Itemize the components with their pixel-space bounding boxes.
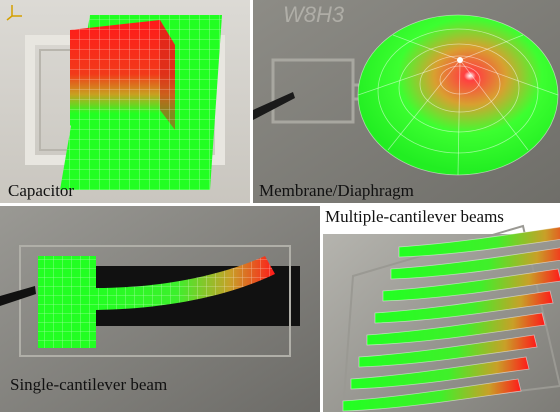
single-cantilever-scene xyxy=(0,206,320,412)
multi-cantilever-panel: Multiple-cantilever beams xyxy=(323,206,560,412)
multi-cantilever-label: Multiple-cantilever beams xyxy=(325,207,504,226)
beam-group xyxy=(342,226,560,412)
cantilever-beam xyxy=(382,268,560,302)
single-cantilever-panel: Single-cantilever beam xyxy=(0,206,320,412)
cantilever-beam xyxy=(398,226,560,258)
cantilever-beam xyxy=(342,378,522,412)
cantilever-beam xyxy=(350,356,530,390)
cantilever-beam xyxy=(374,290,554,324)
capacitor-scene xyxy=(0,0,250,203)
capacitor-panel: Capacitor xyxy=(0,0,250,203)
cantilever-beam xyxy=(358,334,538,368)
axis-triad-icon xyxy=(6,5,22,21)
cantilever-beam xyxy=(390,247,560,280)
single-cantilever-label: Single-cantilever beam xyxy=(10,375,168,394)
membrane-label: Membrane/Diaphragm xyxy=(259,181,414,200)
multi-cantilever-scene xyxy=(323,206,560,412)
cantilever-beam xyxy=(366,312,546,346)
membrane-panel: W8H3 Membrane/Diaphragm xyxy=(253,0,560,203)
capacitor-label: Capacitor xyxy=(8,181,75,200)
chip-marking: W8H3 xyxy=(283,2,345,27)
membrane-scene: W8H3 xyxy=(253,0,560,203)
